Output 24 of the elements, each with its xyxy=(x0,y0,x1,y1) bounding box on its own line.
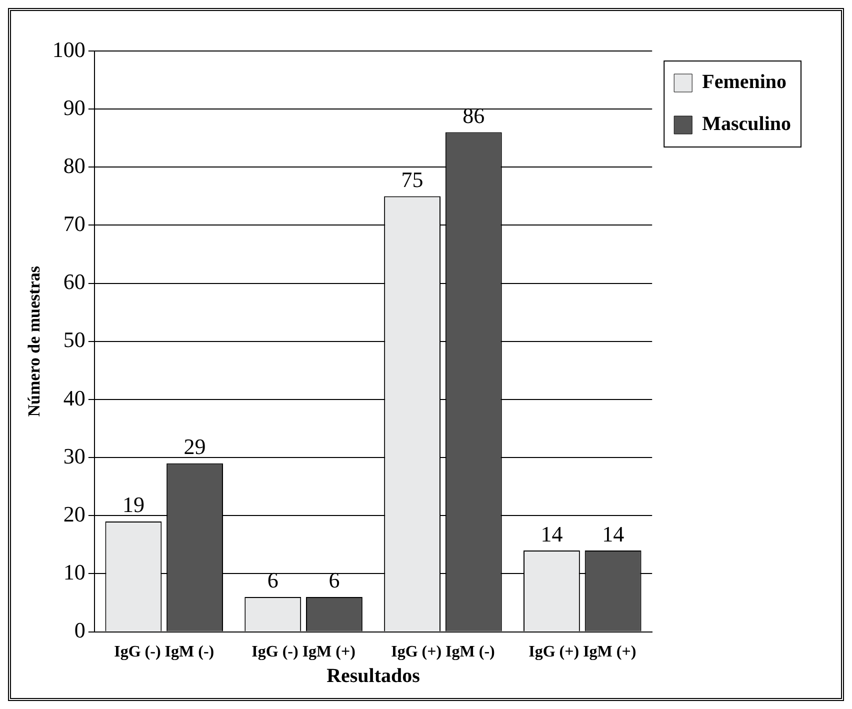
x-axis-title: Resultados xyxy=(326,665,420,688)
y-tick-label: 40 xyxy=(63,385,86,410)
data-label: 14 xyxy=(540,521,563,546)
y-tick-label: 60 xyxy=(63,269,86,294)
y-tick-label: 70 xyxy=(63,211,86,236)
y-tick-label: 80 xyxy=(63,152,86,178)
x-tick-label: IgG (+) IgM (+) xyxy=(528,644,636,661)
y-tick-label: 10 xyxy=(63,560,86,584)
y-axis-title: Número de muestras xyxy=(24,266,44,417)
x-tick-label: IgG (-) IgM (-) xyxy=(114,644,214,661)
y-tick-label: 0 xyxy=(74,618,86,643)
y-tick-label: 30 xyxy=(63,443,86,468)
y-tick-label: 90 xyxy=(63,94,86,120)
data-label: 75 xyxy=(401,166,424,192)
x-tick-label: IgG (+) IgM (-) xyxy=(391,644,495,661)
legend-label: Femenino xyxy=(702,71,787,94)
x-tick-label: IgG (-) IgM (+) xyxy=(252,644,356,661)
data-label: 29 xyxy=(184,434,206,460)
y-tick-label: 50 xyxy=(63,327,86,352)
data-label: 19 xyxy=(122,492,144,518)
y-tick-label: 20 xyxy=(63,501,86,526)
legend-label: Masculino xyxy=(702,113,792,136)
data-label: 14 xyxy=(602,521,624,546)
y-tick-label: 100 xyxy=(52,36,86,62)
